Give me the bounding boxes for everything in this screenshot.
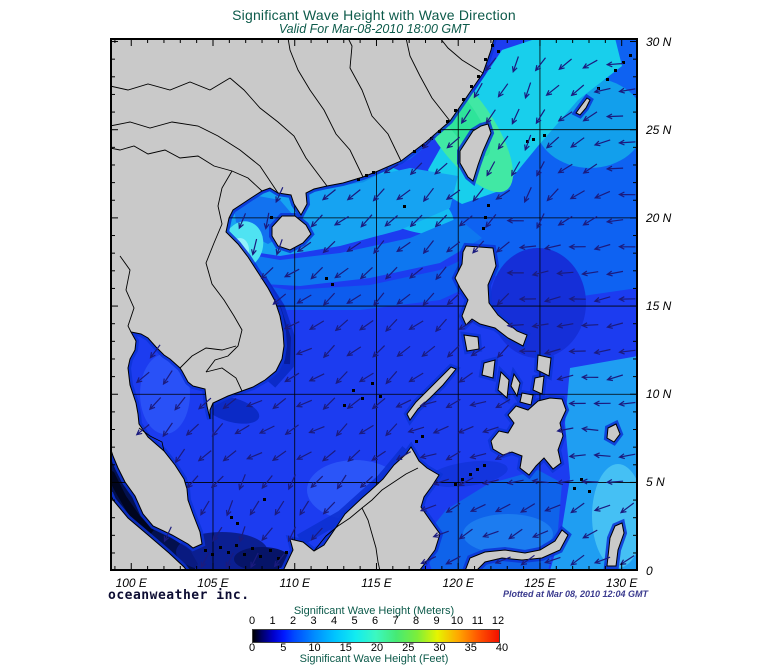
colorbar (252, 629, 500, 643)
meters-tick-label: 8 (412, 615, 420, 627)
feet-tick-label: 20 (370, 642, 384, 654)
plotted-at-text: Plotted at Mar 08, 2010 12:04 GMT (502, 589, 648, 599)
meters-tick-label: 10 (450, 615, 464, 627)
meters-tick-label: 11 (471, 615, 484, 627)
y-axis-label: 10 N (646, 387, 672, 402)
meters-tick-label: 5 (351, 615, 358, 627)
map-area (107, 35, 645, 574)
y-axis-label: 30 N (646, 34, 672, 49)
feet-tick-label: 10 (308, 642, 321, 654)
legend-title-feet: Significant Wave Height (Feet) (299, 653, 449, 665)
x-axis-label: 120 E (442, 576, 474, 590)
y-axis-label: 5 N (646, 475, 665, 490)
meters-tick-label: 3 (310, 615, 317, 627)
feet-tick-label: 0 (248, 642, 256, 654)
x-axis-label: 105 E (197, 576, 229, 590)
feet-tick-label: 5 (280, 642, 287, 654)
meters-tick-label: 0 (248, 615, 256, 627)
meters-tick-label: 6 (371, 615, 379, 627)
legend-title-meters: Significant Wave Height (Meters) (293, 605, 455, 617)
meters-tick-label: 2 (289, 615, 297, 627)
x-axis-label: 115 E (361, 576, 392, 590)
valid-time-subtitle: Valid For Mar-08-2010 18:00 GMT (278, 22, 470, 36)
feet-tick-label: 30 (433, 642, 446, 654)
x-axis-label: 110 E (279, 576, 310, 590)
wave-map-svg (107, 35, 645, 574)
y-axis-label: 20 N (646, 210, 672, 225)
feet-tick-label: 40 (495, 642, 509, 654)
x-axis-label: 130 E (606, 576, 638, 590)
feet-tick-label: 25 (402, 642, 415, 654)
meters-tick-label: 1 (269, 615, 276, 627)
meters-tick-label: 4 (330, 615, 338, 627)
x-axis-label: 100 E (115, 576, 147, 590)
meters-tick-label: 12 (491, 615, 505, 627)
y-axis-label: 25 N (646, 122, 672, 137)
page-title: Significant Wave Height with Wave Direct… (232, 7, 516, 23)
feet-tick-label: 35 (464, 642, 477, 654)
x-axis-label: 125 E (524, 576, 556, 590)
feet-tick-label: 15 (339, 642, 352, 654)
meters-tick-label: 9 (433, 615, 440, 627)
meters-tick-label: 7 (392, 615, 399, 627)
y-axis-label: 15 N (646, 299, 672, 314)
y-axis-label: 0 (646, 563, 653, 578)
oceanweather-logo: oceanweather inc. (108, 588, 250, 603)
